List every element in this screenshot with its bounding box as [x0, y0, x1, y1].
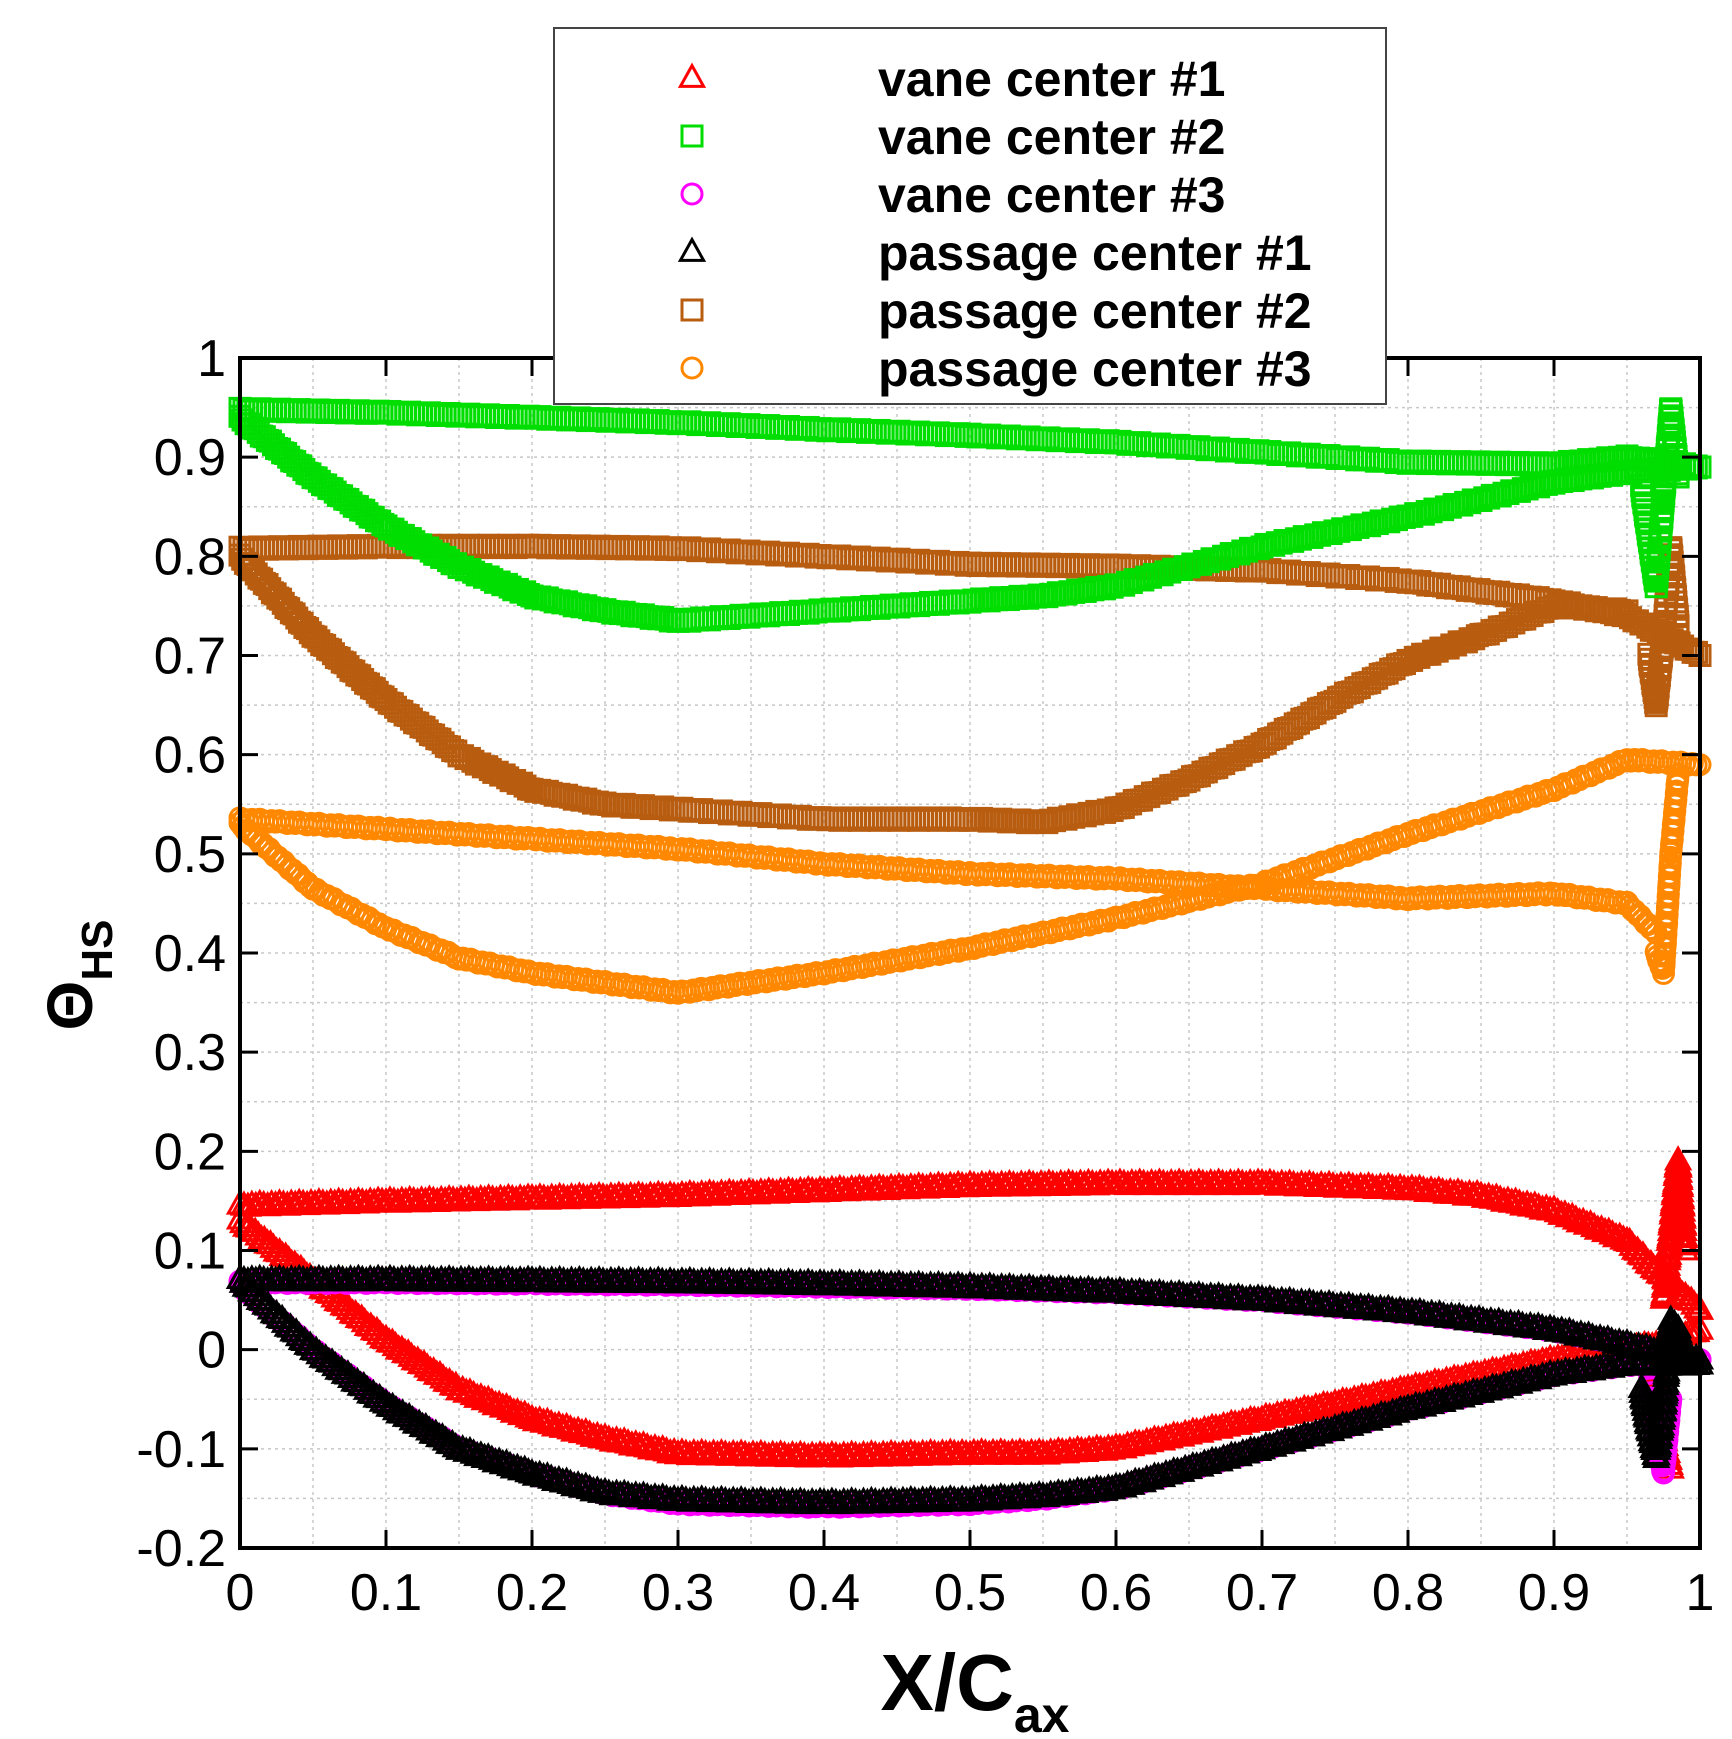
data-point [1670, 1222, 1699, 1249]
data-point [1561, 1204, 1591, 1230]
data-point [484, 1446, 514, 1472]
series-passage-center-2 [228, 533, 1712, 835]
data-point [477, 1387, 507, 1413]
data-point [448, 1433, 477, 1460]
data-point [1650, 1278, 1679, 1304]
data-point [1569, 1206, 1598, 1233]
data-point [459, 1379, 488, 1406]
data-point [466, 1440, 496, 1466]
data-point [1666, 465, 1690, 489]
data-point [1539, 1360, 1569, 1386]
data-point [1682, 1316, 1711, 1343]
data-point [1615, 599, 1639, 623]
data-point [1559, 1357, 1588, 1383]
data-point [459, 1438, 488, 1464]
series-vane-center-1 [225, 1145, 1715, 1479]
data-point [495, 1394, 525, 1421]
data-point [1670, 1229, 1700, 1256]
plot-marks [225, 396, 1715, 1519]
data-point [1550, 1199, 1580, 1225]
data-point [503, 1452, 532, 1478]
data-point [1642, 917, 1666, 941]
data-point [510, 1454, 539, 1480]
data-point [477, 1444, 507, 1470]
data-point [1685, 640, 1709, 664]
data-point [1652, 1258, 1681, 1285]
data-point [1524, 1363, 1553, 1390]
data-point [1579, 1211, 1609, 1238]
series-passage-center-1 [225, 1263, 1715, 1515]
data-point [1597, 1352, 1626, 1378]
series-passage-center-3 [228, 747, 1712, 1005]
data-point [495, 1450, 525, 1477]
data-point [1578, 1354, 1607, 1381]
series-vane-center-2 [228, 396, 1712, 633]
data-point [1543, 1196, 1572, 1223]
data-point [484, 1389, 514, 1415]
data-point [503, 1397, 532, 1423]
data-point [448, 1374, 477, 1401]
data-point [1666, 763, 1690, 786]
data-point [1587, 1214, 1616, 1240]
data-point [1666, 614, 1690, 638]
data-point [1598, 1219, 1627, 1245]
data-point [510, 1399, 539, 1425]
data-point [466, 1382, 496, 1408]
data-point [1671, 1235, 1700, 1261]
